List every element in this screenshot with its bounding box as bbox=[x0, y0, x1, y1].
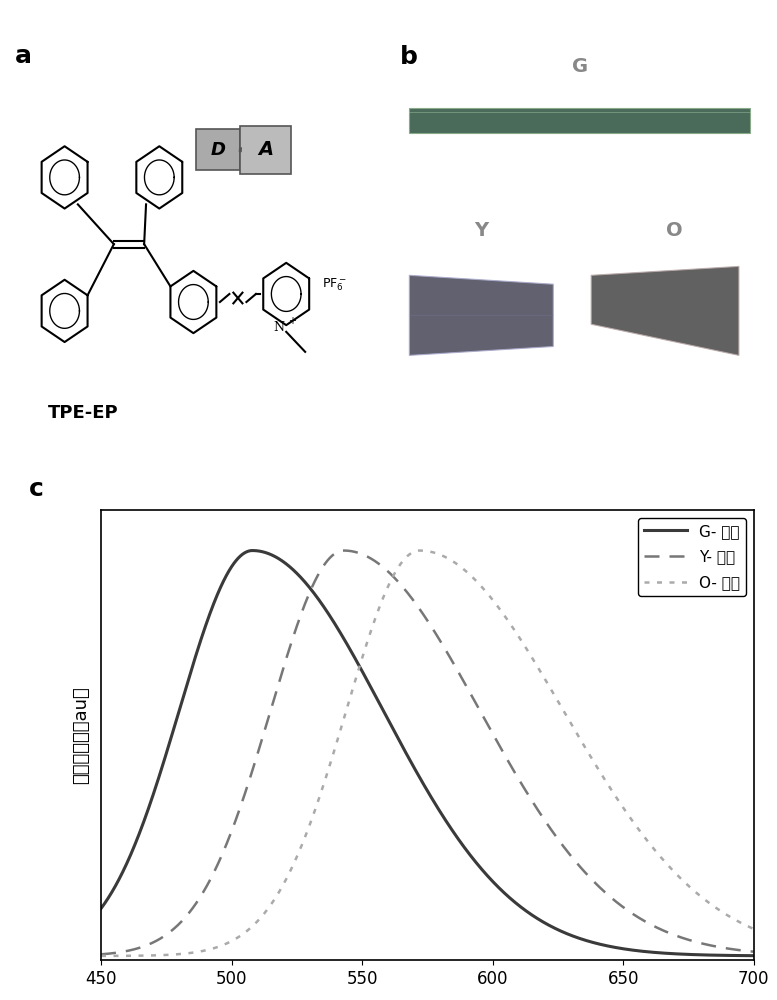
Text: TPE-EP: TPE-EP bbox=[48, 404, 119, 422]
Text: N: N bbox=[274, 321, 284, 334]
X-axis label: 波长（nm）: 波长（nm） bbox=[392, 999, 463, 1000]
FancyBboxPatch shape bbox=[196, 129, 240, 170]
Legend: G- 晶型, Y- 晶型, O- 晶型: G- 晶型, Y- 晶型, O- 晶型 bbox=[638, 518, 746, 596]
Text: O: O bbox=[666, 221, 683, 240]
Text: +: + bbox=[288, 316, 296, 326]
Text: PF$_6^-$: PF$_6^-$ bbox=[322, 277, 347, 293]
Text: 500 μm: 500 μm bbox=[455, 413, 503, 426]
Y-axis label: 归一化强度（au）: 归一化强度（au） bbox=[72, 686, 90, 784]
Text: 200 μm: 200 μm bbox=[646, 195, 695, 208]
Text: c: c bbox=[30, 477, 44, 501]
Text: a: a bbox=[16, 44, 33, 68]
Text: 20 μm: 20 μm bbox=[645, 413, 685, 426]
Text: A: A bbox=[258, 140, 274, 159]
Text: G: G bbox=[572, 57, 588, 76]
Text: Y: Y bbox=[474, 221, 489, 240]
FancyBboxPatch shape bbox=[240, 126, 291, 174]
Polygon shape bbox=[409, 275, 553, 355]
Bar bbox=[409, 108, 751, 133]
Text: b: b bbox=[400, 45, 418, 69]
Polygon shape bbox=[591, 266, 739, 355]
Text: D: D bbox=[211, 141, 225, 159]
